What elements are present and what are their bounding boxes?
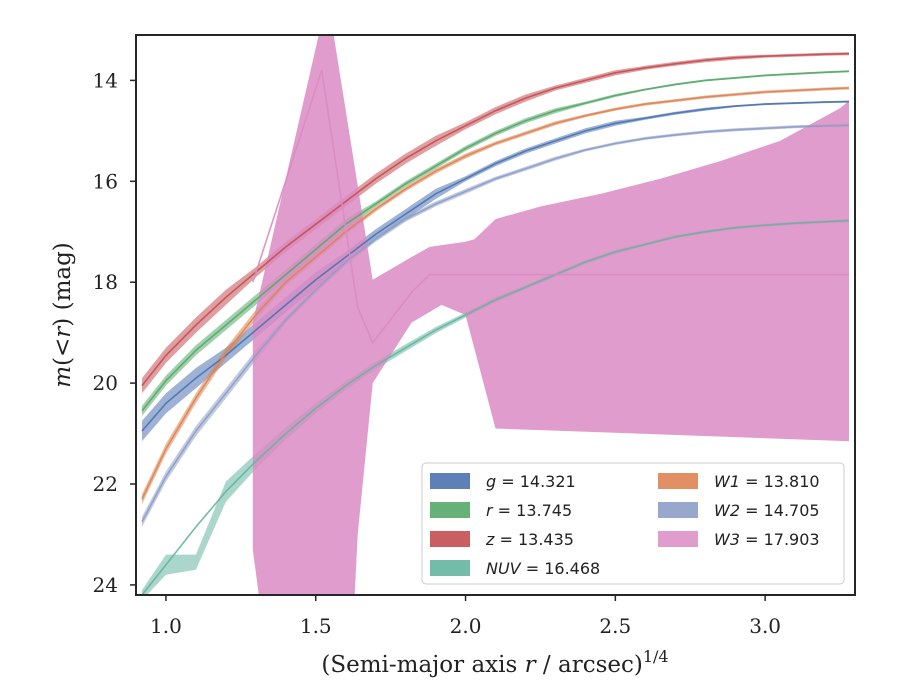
x-tick-label: 1.5 [300, 614, 332, 638]
y-tick-label: 18 [93, 270, 118, 294]
y-tick-label: 14 [93, 68, 118, 92]
legend-swatch-w1 [658, 473, 698, 489]
line-r [141, 70, 850, 412]
x-axis-title: (Semi-major axis r / arcsec)1/4 [321, 647, 668, 678]
x-tick-label: 2.0 [450, 614, 482, 638]
y-tick-label: 20 [93, 371, 118, 395]
y-tick-label: 16 [93, 169, 118, 193]
y-axis: 14 16 18 20 22 24 [93, 68, 136, 597]
line-w3 [252, 70, 849, 345]
y-tick-label: 22 [93, 472, 118, 496]
legend-label-w3: W3 = 17.903 [714, 530, 820, 549]
x-tick-label: 3.0 [749, 614, 781, 638]
legend-label-w2: W2 = 14.705 [714, 501, 820, 520]
legend-swatch-w2 [658, 502, 698, 518]
legend-box [421, 462, 845, 585]
legend-swatch-r [430, 502, 470, 518]
band-w3 [252, 35, 850, 595]
line-g [141, 100, 850, 432]
legend-swatch-nuv [430, 560, 470, 576]
x-axis: 1.0 1.5 2.0 2.5 3.0 [150, 595, 781, 638]
x-tick-label: 1.0 [150, 614, 182, 638]
legend-label-nuv: NUV = 16.468 [486, 559, 600, 578]
legend-label-r: r = 13.745 [486, 501, 572, 520]
line-nuv [141, 219, 850, 595]
legend-swatch-w3 [658, 531, 698, 547]
line-w1 [141, 87, 850, 500]
legend-swatch-z [430, 531, 470, 547]
series-lines [141, 52, 850, 595]
plot-frame [135, 34, 856, 596]
y-axis-title: m(<r) (mag) [50, 242, 76, 388]
legend: g = 14.321 r = 13.745 z = 13.435 NUV = 16.4… [421, 462, 845, 585]
x-tick-label: 2.5 [599, 614, 631, 638]
legend-swatch-g [430, 473, 470, 489]
line-w2 [141, 124, 850, 523]
legend-label-g: g = 14.321 [486, 472, 576, 491]
legend-label-z: z = 13.435 [485, 530, 574, 549]
y-tick-label: 24 [93, 573, 118, 597]
series-bands [142, 35, 850, 595]
legend-label-w1: W1 = 13.810 [714, 472, 820, 491]
